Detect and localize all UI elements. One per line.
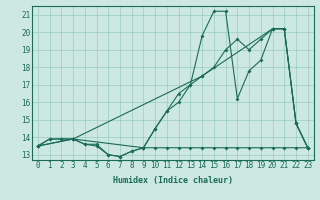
- X-axis label: Humidex (Indice chaleur): Humidex (Indice chaleur): [113, 176, 233, 185]
